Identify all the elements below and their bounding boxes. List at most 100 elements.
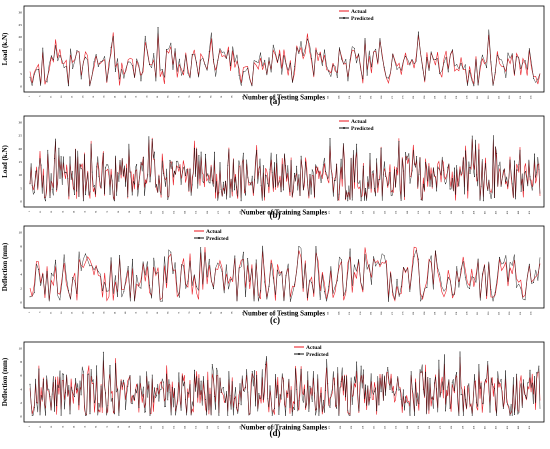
data-point (265, 174, 267, 176)
data-point (473, 374, 475, 376)
data-point (76, 293, 78, 294)
data-point (507, 404, 509, 405)
data-point (362, 78, 364, 80)
x-tick-label: 211 (261, 210, 264, 214)
data-point (102, 60, 104, 62)
data-point (531, 189, 533, 191)
x-tick-label: 421 (495, 425, 498, 429)
x-tick-label: 181 (412, 95, 415, 99)
x-tick-label: 86 (209, 311, 212, 314)
data-point (202, 376, 204, 378)
data-point (82, 200, 84, 202)
data-point (491, 191, 493, 193)
data-point (516, 373, 518, 375)
x-tick-label: 321 (384, 425, 387, 429)
data-point (366, 268, 368, 270)
data-point (511, 53, 513, 55)
data-point (249, 413, 251, 415)
data-point (98, 402, 100, 404)
data-point (72, 68, 74, 69)
y-tick-label: 6 (20, 374, 22, 378)
data-point (398, 389, 400, 391)
x-tick-label: 161 (369, 311, 372, 315)
data-point (507, 185, 509, 187)
data-point (426, 287, 428, 288)
data-point (371, 390, 373, 392)
data-point (418, 173, 420, 175)
data-point (267, 398, 269, 400)
data-point (205, 153, 207, 155)
data-point (400, 398, 402, 400)
data-point (251, 371, 253, 372)
data-point (325, 389, 327, 391)
data-point (136, 274, 138, 276)
data-point (195, 61, 197, 63)
data-point (422, 388, 424, 390)
x-tick-label: 381 (450, 425, 453, 429)
data-point (427, 180, 429, 182)
data-point (109, 193, 111, 195)
data-point (418, 403, 420, 405)
data-point (145, 183, 147, 184)
data-point (496, 153, 498, 155)
data-point (269, 168, 271, 170)
data-point (89, 265, 91, 267)
data-point (396, 278, 398, 280)
x-tick-label: 201 (455, 311, 458, 315)
data-point (260, 185, 262, 187)
data-point (331, 177, 333, 179)
x-tick-label: 81 (117, 210, 120, 213)
data-point (422, 183, 424, 185)
x-tick-label: 51 (84, 210, 87, 213)
x-tick-label: 201 (250, 425, 253, 429)
x-tick-label: 221 (497, 95, 500, 99)
data-point (405, 396, 407, 398)
data-point (238, 267, 240, 269)
x-tick-label: 411 (484, 210, 487, 214)
x-tick-label: 181 (228, 210, 231, 214)
x-tick-label: 236 (529, 95, 532, 99)
data-point (193, 147, 195, 149)
data-point (438, 168, 440, 170)
x-tick-label: 101 (241, 311, 244, 315)
data-point (507, 280, 509, 282)
y-tick-label: 4 (20, 273, 22, 277)
data-point (486, 67, 488, 69)
data-point (176, 405, 178, 407)
x-tick-label: 231 (519, 95, 522, 99)
data-point (63, 67, 65, 68)
y-tick-label: 0 (20, 301, 22, 305)
data-point (316, 166, 318, 168)
data-point (89, 191, 91, 193)
x-tick-label: 81 (117, 425, 120, 428)
x-tick-label: 116 (273, 95, 276, 99)
data-point (409, 414, 411, 416)
data-point (511, 264, 513, 266)
x-tick-label: 41 (113, 95, 116, 98)
data-point (522, 379, 524, 381)
data-point (42, 379, 44, 380)
x-tick-label: 71 (106, 425, 109, 428)
data-point (366, 74, 368, 76)
data-point (280, 191, 282, 193)
series-line-actual (29, 246, 541, 302)
data-point (289, 62, 291, 64)
x-tick-label: 151 (348, 95, 351, 99)
x-tick-label: 171 (391, 311, 394, 315)
data-point (460, 268, 462, 270)
data-point (278, 182, 280, 184)
legend-label-actual: Actual (351, 9, 367, 15)
data-point (189, 384, 191, 386)
data-point (445, 410, 447, 412)
data-point (400, 69, 402, 71)
data-point (119, 78, 121, 80)
data-point (174, 262, 176, 264)
data-point (417, 258, 419, 260)
data-point (405, 152, 407, 154)
data-point (319, 298, 321, 300)
data-point (447, 166, 449, 168)
data-point (144, 274, 146, 276)
data-point (402, 389, 404, 391)
data-point (31, 185, 33, 187)
